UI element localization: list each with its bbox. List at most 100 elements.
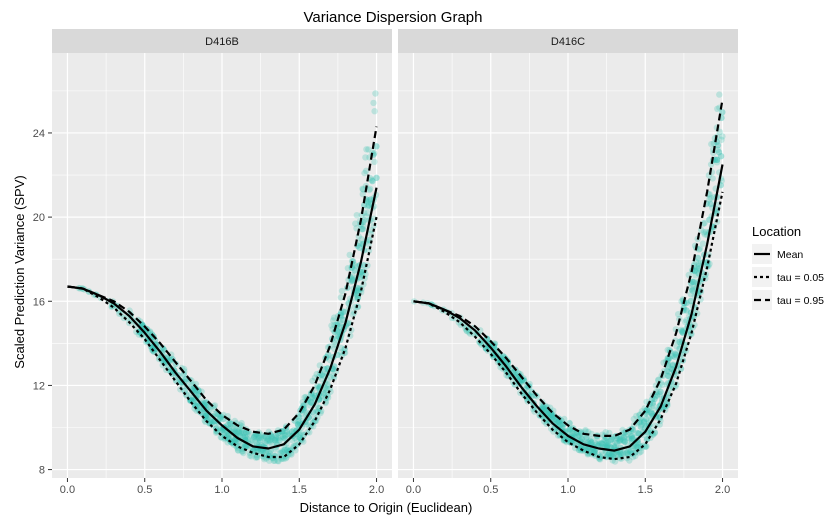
scatter-point [691, 268, 699, 275]
scatter-point [683, 317, 690, 324]
scatter-point [616, 437, 623, 445]
scatter-point [337, 294, 345, 301]
scatter-point [588, 448, 595, 455]
x-tick-label: 0.5 [137, 484, 152, 496]
scatter-point [605, 450, 612, 458]
scatter-point [545, 410, 552, 417]
scatter-point [549, 414, 557, 421]
scatter-point [306, 402, 314, 409]
scatter-point [692, 272, 699, 279]
scatter-point [235, 428, 242, 435]
scatter-point [345, 276, 352, 284]
scatter-point [262, 449, 269, 456]
scatter-point [587, 436, 595, 443]
scatter-point [331, 363, 338, 370]
scatter-point [231, 437, 238, 444]
scatter-point [277, 434, 285, 441]
scatter-point [678, 328, 686, 335]
scatter-point [606, 450, 613, 457]
scatter-point [574, 433, 581, 440]
scatter-point [288, 428, 296, 435]
x-tick-label: 2.0 [715, 484, 730, 496]
scatter-point [542, 407, 550, 415]
scatter-point [188, 397, 195, 404]
scatter-point [266, 437, 274, 444]
x-tick-label: 1.0 [560, 484, 575, 496]
scatter-point [282, 432, 289, 439]
scatter-point [648, 409, 655, 416]
scatter-point [637, 414, 644, 422]
scatter-point [366, 186, 373, 194]
scatter-point [280, 449, 287, 456]
scatter-point [358, 211, 365, 219]
scatter-point [607, 436, 615, 444]
scatter-point [718, 136, 725, 143]
scatter-point [555, 418, 563, 426]
scatter-point [216, 415, 224, 422]
scatter-point [634, 443, 641, 451]
x-axis-label: Distance to Origin (Euclidean) [300, 500, 473, 515]
x-tick-label: 0.0 [406, 484, 421, 496]
scatter-point [615, 451, 623, 459]
scatter-point [367, 196, 374, 203]
scatter-point [284, 449, 291, 456]
scatter-point [638, 421, 645, 429]
scatter-point [643, 415, 650, 422]
scatter-point [655, 376, 662, 383]
scatter-point [253, 448, 260, 455]
scatter-point [582, 445, 590, 452]
legend-entry: Mean [752, 244, 803, 264]
scatter-point [252, 437, 259, 445]
scatter-point [672, 351, 679, 358]
scatter-point [548, 411, 555, 419]
facet-strip-label: D416C [551, 36, 585, 48]
scatter-point [598, 440, 605, 447]
scatter-point [643, 415, 650, 423]
scatter-point [542, 404, 549, 411]
scatter-point [637, 448, 645, 455]
scatter-point [702, 228, 710, 236]
scatter-point [364, 203, 371, 210]
scatter-point [253, 453, 261, 461]
scatter-point [630, 434, 637, 442]
y-tick-label: 8 [39, 465, 45, 477]
scatter-point [207, 418, 214, 426]
scatter-point [252, 454, 259, 461]
scatter-point [714, 146, 721, 153]
facet-strip-label: D416B [205, 36, 239, 48]
scatter-point [630, 415, 637, 423]
scatter-point [701, 231, 708, 238]
scatter-point [673, 343, 680, 350]
scatter-point [345, 319, 353, 326]
scatter-point [617, 436, 624, 443]
scatter-point [365, 202, 372, 209]
scatter-point [649, 405, 656, 412]
scatter-point [352, 220, 359, 227]
scatter-point [689, 278, 696, 285]
scatter-point [314, 382, 321, 390]
scatter-point [640, 419, 648, 426]
scatter-point [226, 435, 233, 442]
scatter-point [309, 394, 316, 401]
scatter-point [258, 447, 265, 454]
scatter-point [257, 447, 264, 455]
legend-label: tau = 0.95 [777, 295, 824, 307]
scatter-point [244, 430, 251, 438]
chart-title: Variance Dispersion Graph [304, 9, 483, 26]
scatter-point [206, 418, 214, 425]
scatter-point [348, 276, 356, 283]
scatter-point [668, 365, 675, 373]
facet-panels: D416B 0.0 0.5 1.0 1.5 2.0 8 12 16 20 24 D416C 0.0 0.5… [33, 29, 738, 496]
scatter-point [358, 226, 365, 233]
scatter-point [203, 414, 210, 422]
scatter-point [324, 382, 331, 390]
scatter-point [695, 262, 703, 270]
scatter-point [354, 291, 361, 298]
y-tick-label: 16 [33, 296, 45, 308]
scatter-point [687, 285, 695, 292]
scatter-point [373, 174, 380, 181]
panel-d416c: D416C 0.0 0.5 1.0 1.5 2.0 [398, 29, 738, 496]
facet-strip [52, 29, 392, 53]
scatter-point [358, 236, 365, 243]
